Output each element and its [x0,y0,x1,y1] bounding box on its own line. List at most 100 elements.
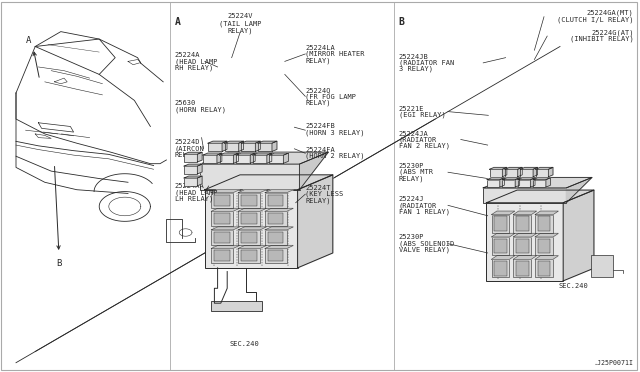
Polygon shape [533,178,550,180]
Bar [538,238,550,253]
Bar [533,180,546,187]
Polygon shape [234,153,239,163]
Bar [486,203,563,281]
Text: (TAIL LAMP: (TAIL LAMP [219,20,261,27]
Text: (HEAD LAMP: (HEAD LAMP [175,189,217,196]
Text: (HORN 2 RELAY): (HORN 2 RELAY) [305,153,365,159]
Bar [265,248,287,263]
Bar [238,211,260,226]
Polygon shape [220,153,239,155]
Text: (HEAD LAMP: (HEAD LAMP [175,58,217,65]
Polygon shape [239,141,244,151]
Text: B: B [398,17,404,27]
Bar [238,248,260,263]
Polygon shape [535,256,558,259]
Text: FAN 2 RELAY): FAN 2 RELAY) [399,143,450,150]
Bar [492,237,509,255]
Text: (RADIATOR: (RADIATOR [399,137,437,143]
Text: (RADIATOR: (RADIATOR [399,202,437,209]
Bar [536,169,548,177]
Polygon shape [184,176,202,178]
Polygon shape [492,233,515,237]
Polygon shape [267,153,272,163]
Text: 25224FA: 25224FA [305,147,335,153]
Bar [214,213,230,224]
Polygon shape [197,164,202,174]
Polygon shape [265,246,293,248]
Text: (KEY LESS: (KEY LESS [305,191,344,198]
Bar [265,193,287,208]
Bar [490,169,502,177]
Bar [516,238,529,253]
Polygon shape [531,178,535,187]
Polygon shape [513,256,536,259]
Bar [269,155,284,163]
Text: (RADIATOR FAN: (RADIATOR FAN [399,60,454,66]
Polygon shape [203,153,222,155]
Text: RELAY): RELAY) [305,99,331,106]
Bar [487,180,500,187]
Bar [505,169,518,177]
Text: RH RELAY): RH RELAY) [175,64,213,71]
Polygon shape [238,190,266,193]
Polygon shape [211,227,239,230]
Bar [516,216,529,231]
Polygon shape [490,167,507,169]
Text: 25224GA(MT): 25224GA(MT) [587,10,634,16]
Bar [241,195,257,206]
Bar [208,143,222,151]
Polygon shape [520,167,538,169]
Polygon shape [184,152,202,154]
Polygon shape [513,211,536,215]
Bar [520,169,533,177]
Polygon shape [205,175,333,190]
Text: RELAY): RELAY) [399,175,424,182]
Polygon shape [222,141,227,151]
Bar [203,155,217,163]
Text: FAN 1 RELAY): FAN 1 RELAY) [399,208,450,215]
Bar [494,216,507,231]
Polygon shape [284,153,289,163]
Bar [591,255,613,277]
Polygon shape [536,167,553,169]
Bar [214,250,230,262]
Bar [265,230,287,245]
Polygon shape [265,227,293,230]
Polygon shape [502,178,520,180]
Bar [265,211,287,226]
Polygon shape [500,178,504,187]
Polygon shape [197,176,202,186]
Polygon shape [492,211,515,215]
Polygon shape [253,153,272,155]
Text: (ABS SOLENOID: (ABS SOLENOID [399,240,454,247]
Text: 3 RELAY): 3 RELAY) [399,66,433,73]
Bar [268,232,284,243]
Text: 25224T: 25224T [305,185,331,191]
Polygon shape [236,153,255,155]
Bar [211,193,233,208]
Text: 25224FB: 25224FB [305,124,335,129]
Polygon shape [255,141,260,151]
Polygon shape [518,178,535,180]
Bar [241,250,257,262]
Text: A: A [26,36,31,45]
Bar [535,237,553,255]
Polygon shape [300,152,328,190]
Polygon shape [505,167,522,169]
Polygon shape [200,152,328,164]
Polygon shape [546,178,550,187]
Text: 25224Q: 25224Q [305,87,331,93]
Polygon shape [486,190,594,203]
Text: 25224LA: 25224LA [305,45,335,51]
Bar [241,213,257,224]
Polygon shape [533,167,538,177]
Bar [492,259,509,277]
Polygon shape [197,152,202,162]
Bar [538,261,550,276]
Bar [494,238,507,253]
Text: 25224J: 25224J [399,196,424,202]
Bar [184,166,197,174]
Text: 25230P: 25230P [399,163,424,169]
Polygon shape [566,177,592,203]
Bar [220,155,234,163]
